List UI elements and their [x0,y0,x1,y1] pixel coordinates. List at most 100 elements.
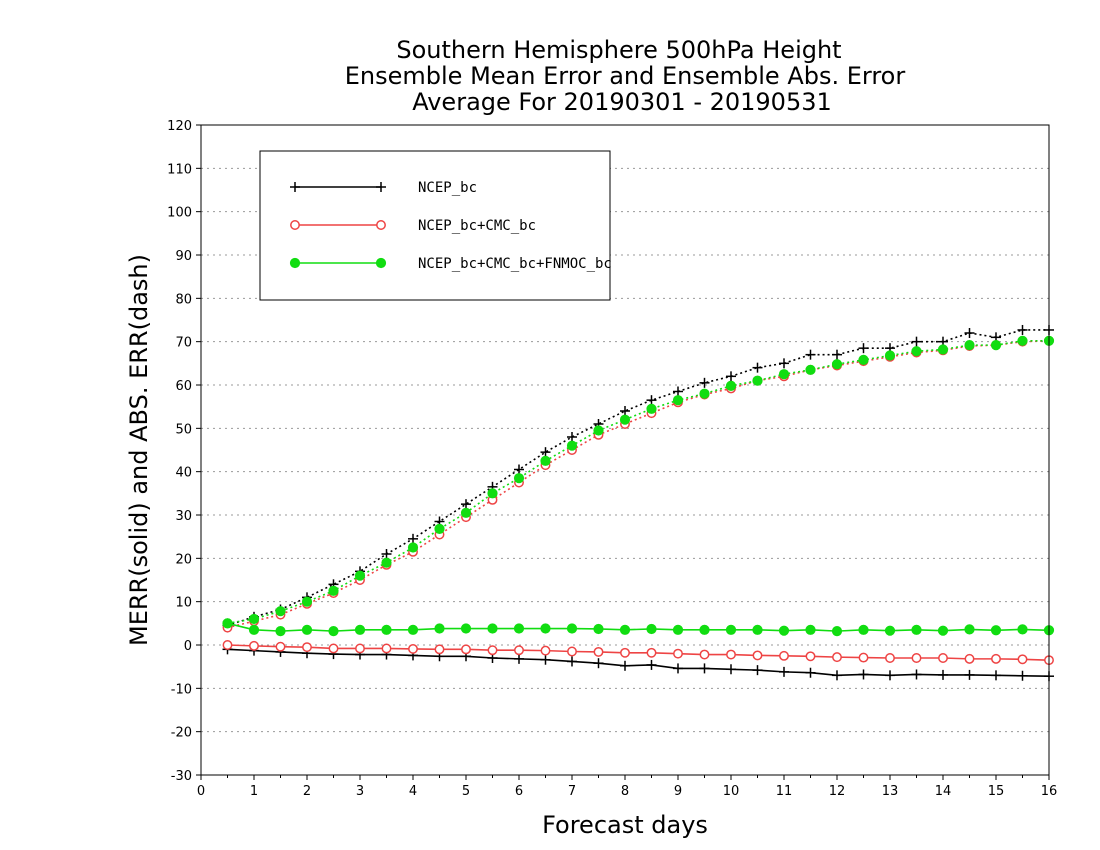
merr-point [328,626,339,637]
abs-err-point [540,447,551,458]
merr-point [911,653,922,663]
merr-point [832,670,842,681]
merr-point [938,653,948,663]
abs-err-point [434,523,445,534]
series-layer [222,324,1055,682]
abs-err-point [248,613,260,625]
abs-err-point [911,336,922,347]
abs-err-line [227,329,1049,627]
y-tick-label: 80 [175,292,192,307]
merr-point [514,653,524,664]
merr-point [646,623,657,635]
merr-point [779,650,789,661]
merr-point [672,624,684,635]
series-0 [222,324,1054,682]
merr-point [566,623,578,634]
abs-err-point [858,354,869,365]
abs-err-point [354,570,366,581]
y-tick-label: -20 [171,726,192,741]
legend-label: NCEP_bc+CMC_bc+FNMOC_bc [418,256,612,272]
merr-point [911,669,922,680]
y-tick-label: -10 [171,682,192,697]
merr-point [434,623,445,634]
merr-point [858,652,869,663]
merr-point [301,624,313,635]
abs-err-point [275,606,286,617]
abs-err-point [699,377,710,388]
abs-err-point [513,473,525,484]
x-tick-label: 2 [303,784,311,799]
merr-point [540,654,551,665]
merr-point [673,648,683,659]
y-axis-label: MERR(solid) and ABS. ERR(dash) [125,254,153,646]
merr-point [355,643,365,654]
merr-point [461,644,471,655]
abs-err-point [805,349,816,360]
abs-err-point [805,364,816,375]
x-tick-label: 12 [829,784,846,799]
legend-marker [290,182,300,192]
merr-point [222,640,233,650]
x-tick-label: 11 [776,784,793,799]
legend-label: NCEP_bc [418,180,477,196]
x-tick-label: 6 [515,784,523,799]
y-tick-label: 100 [167,206,192,221]
abs-err-point [487,488,498,499]
legend-marker [375,257,387,269]
y-tick-label: 20 [175,552,192,567]
plot-frame [200,124,1050,776]
merr-point [752,650,763,661]
merr-point [805,651,816,662]
merr-point [752,624,763,635]
y-tick-label: 90 [175,249,192,264]
merr-point [328,643,339,654]
abs-err-point [407,542,419,553]
merr-point [487,645,498,656]
x-tick-label: 10 [723,784,740,799]
merr-point [964,669,975,680]
legend-entry-2: NCEP_bc+CMC_bc+FNMOC_bc [289,256,612,272]
merr-point [540,623,551,634]
title-line-1: Southern Hemisphere 500hPa Height [396,36,841,64]
merr-point [884,625,896,636]
x-tick-label: 9 [674,784,682,799]
legend-marker [376,182,386,192]
abs-err-point [752,362,763,373]
merr-point [460,623,472,634]
abs-err-point [620,406,630,416]
x-tick-label: 7 [568,784,576,799]
abs-err-point [646,403,657,414]
merr-point [885,670,895,681]
abs-err-point [832,349,842,360]
title-line-3: Average For 20190301 - 20190531 [412,88,832,116]
abs-err-point [460,507,472,518]
abs-err-point [619,414,631,425]
abs-err-point [937,344,949,355]
merr-point [619,624,631,635]
abs-err-point [514,464,524,475]
merr-point [938,669,948,680]
abs-err-point [726,371,736,382]
merr-point [699,663,710,674]
merr-point [620,660,630,671]
y-tick-label: 50 [175,422,192,437]
abs-err-point [673,386,683,397]
merr-point [248,624,260,635]
series-1 [222,335,1054,666]
merr-point [567,656,577,667]
x-tick-label: 15 [988,784,1005,799]
y-tick-label: 30 [175,509,192,524]
merr-line [227,644,1050,661]
merr-point [805,624,816,635]
legend: NCEP_bc NCEP_bc+CMC_bc NCEP_bc+CMC_bc+FNMO… [259,150,612,301]
merr-point [726,664,736,675]
abs-err-point [1017,324,1028,335]
y-tick-label: 10 [175,596,192,611]
merr-point [593,658,604,669]
abs-err-point [964,328,975,338]
merr-point [567,646,577,657]
merr-point [991,653,1001,664]
legend-marker [376,220,386,230]
